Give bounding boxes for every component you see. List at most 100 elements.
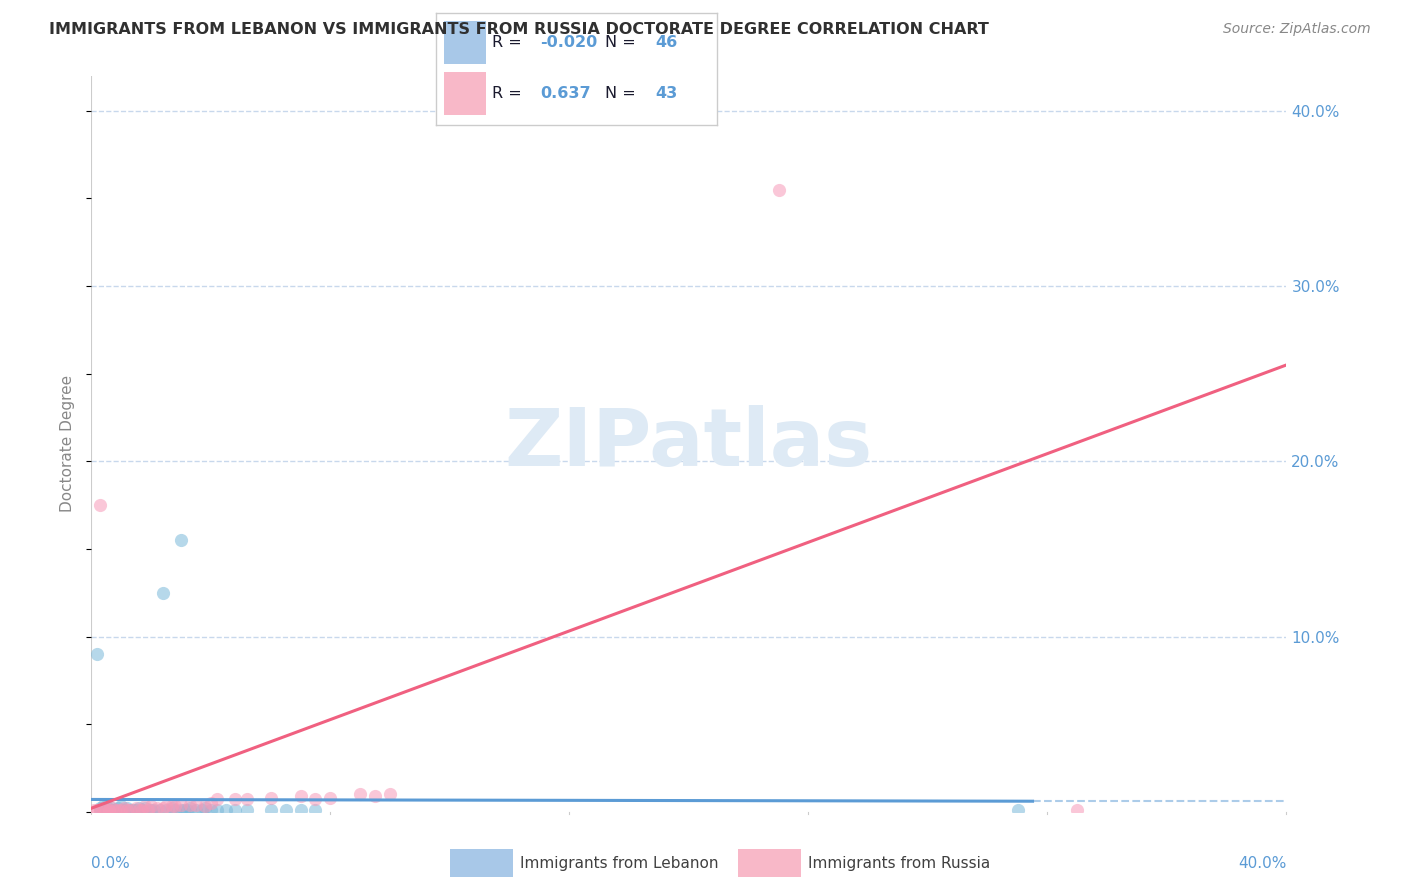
Point <box>104 803 127 817</box>
Point <box>364 789 387 803</box>
FancyBboxPatch shape <box>444 21 486 63</box>
Point <box>170 797 193 812</box>
Point <box>173 803 195 817</box>
Point <box>160 801 183 815</box>
Point <box>104 803 127 817</box>
Point <box>160 799 183 814</box>
Point <box>224 803 246 817</box>
Point <box>131 803 153 817</box>
Point <box>115 801 138 815</box>
Point <box>304 792 326 806</box>
Point <box>101 801 124 815</box>
Point <box>98 803 121 817</box>
Point <box>290 803 312 817</box>
Point <box>93 801 115 815</box>
Point <box>319 790 342 805</box>
Point <box>200 796 222 810</box>
Point <box>93 799 115 814</box>
Point <box>89 801 111 815</box>
Point <box>134 801 156 815</box>
Point <box>768 183 790 197</box>
Text: N =: N = <box>605 87 641 101</box>
Point <box>179 801 201 815</box>
Text: -0.020: -0.020 <box>540 35 598 50</box>
Point <box>115 803 138 817</box>
Text: 43: 43 <box>655 87 678 101</box>
Point <box>141 799 163 814</box>
Point <box>205 803 228 817</box>
Point <box>131 803 153 817</box>
Point <box>112 803 135 817</box>
Point <box>125 801 148 815</box>
Point <box>107 801 129 815</box>
Point <box>380 787 402 801</box>
Y-axis label: Doctorate Degree: Doctorate Degree <box>60 376 76 512</box>
FancyBboxPatch shape <box>738 848 801 878</box>
Point <box>101 803 124 817</box>
Point <box>120 803 142 817</box>
Text: Immigrants from Lebanon: Immigrants from Lebanon <box>520 855 718 871</box>
Point <box>205 792 228 806</box>
Point <box>224 792 246 806</box>
Point <box>163 799 186 814</box>
Point <box>194 801 217 815</box>
Text: 0.637: 0.637 <box>540 87 591 101</box>
Point <box>128 803 150 817</box>
Point <box>304 803 326 817</box>
Point <box>235 803 259 817</box>
Point <box>86 803 108 817</box>
Text: IMMIGRANTS FROM LEBANON VS IMMIGRANTS FROM RUSSIA DOCTORATE DEGREE CORRELATION C: IMMIGRANTS FROM LEBANON VS IMMIGRANTS FR… <box>49 22 988 37</box>
Point <box>98 803 121 817</box>
Point <box>86 647 108 661</box>
Point <box>155 799 177 814</box>
Text: R =: R = <box>492 35 527 50</box>
Point <box>93 803 115 817</box>
Point <box>149 803 172 817</box>
Point <box>98 803 121 817</box>
Point <box>152 801 174 815</box>
Point <box>259 790 281 805</box>
Point <box>101 801 124 815</box>
Point <box>152 585 174 599</box>
FancyBboxPatch shape <box>444 72 486 115</box>
Point <box>96 799 118 814</box>
Point <box>134 799 156 814</box>
Point <box>136 803 159 817</box>
FancyBboxPatch shape <box>450 848 513 878</box>
Point <box>259 803 281 817</box>
Point <box>1066 803 1088 817</box>
Point <box>170 803 193 817</box>
Point <box>120 803 142 817</box>
Point <box>110 799 132 814</box>
Text: 46: 46 <box>655 35 678 50</box>
Point <box>107 803 129 817</box>
Point <box>143 803 166 817</box>
Text: Immigrants from Russia: Immigrants from Russia <box>808 855 991 871</box>
Point <box>170 533 193 548</box>
Point <box>122 803 145 817</box>
Point <box>89 803 111 817</box>
Point <box>146 801 169 815</box>
Text: ZIPatlas: ZIPatlas <box>505 405 873 483</box>
Point <box>215 803 238 817</box>
Point <box>274 803 297 817</box>
Point <box>235 792 259 806</box>
Text: Source: ZipAtlas.com: Source: ZipAtlas.com <box>1223 22 1371 37</box>
Point <box>155 803 177 817</box>
Point <box>163 803 186 817</box>
Point <box>96 803 118 817</box>
Point <box>89 803 111 817</box>
Point <box>290 789 312 803</box>
Point <box>179 797 201 812</box>
Point <box>191 803 214 817</box>
Text: N =: N = <box>605 35 641 50</box>
Point <box>128 801 150 815</box>
Point <box>1007 803 1029 817</box>
Point <box>83 803 105 817</box>
Point <box>194 799 217 814</box>
Point <box>112 801 135 815</box>
Point <box>176 803 198 817</box>
Text: R =: R = <box>492 87 527 101</box>
Text: 0.0%: 0.0% <box>91 856 131 871</box>
Point <box>141 803 163 817</box>
